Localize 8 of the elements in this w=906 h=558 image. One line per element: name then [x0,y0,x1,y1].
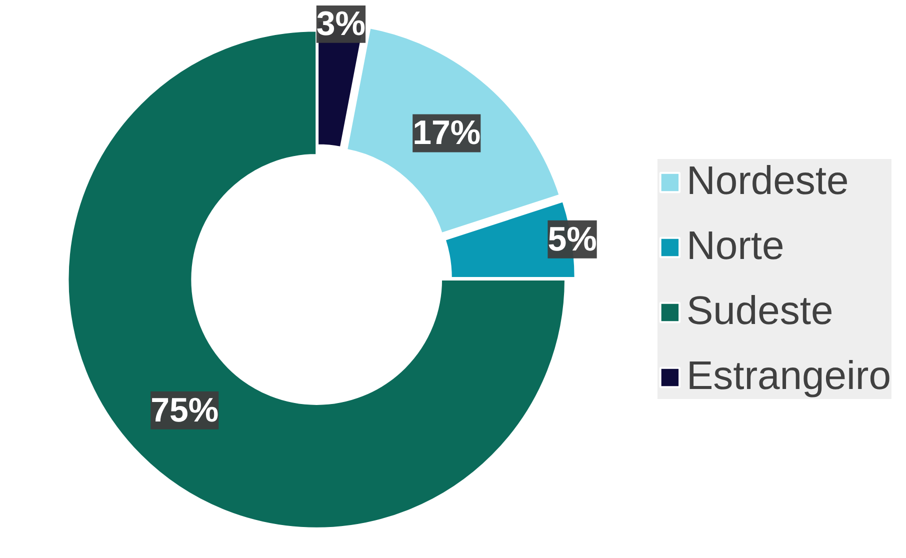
data-label: 17% [412,114,481,152]
legend-label: Nordeste [686,159,849,204]
legend-label: Norte [686,224,784,269]
data-label: 75% [150,391,219,430]
data-label: 3% [316,4,366,43]
legend-label: Sudeste [686,289,834,334]
legend-label: Estrangeiro [686,354,891,399]
data-label: 5% [548,220,597,258]
